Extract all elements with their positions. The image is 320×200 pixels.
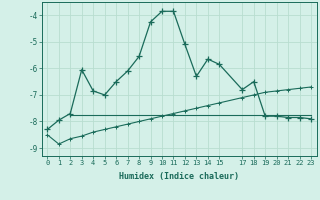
X-axis label: Humidex (Indice chaleur): Humidex (Indice chaleur) (119, 172, 239, 181)
